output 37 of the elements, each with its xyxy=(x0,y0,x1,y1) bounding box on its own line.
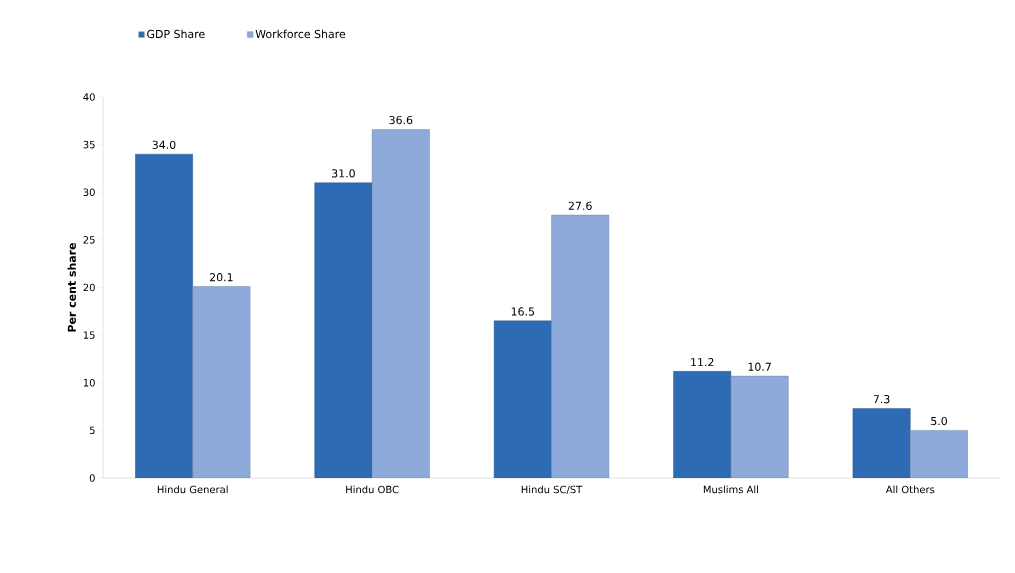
data-label: 10.7 xyxy=(748,362,771,371)
data-label: 11.2 xyxy=(691,357,714,367)
y-tick-label: 40 xyxy=(83,93,95,101)
y-tick-label: 35 xyxy=(83,140,95,149)
bar xyxy=(314,182,373,478)
y-tick-label: 5 xyxy=(89,426,95,435)
bar xyxy=(673,371,732,478)
y-tick-label: 0 xyxy=(89,474,95,482)
data-label: 27.6 xyxy=(568,201,592,210)
y-tick-label: 20 xyxy=(83,283,95,292)
y-tick-label: 30 xyxy=(83,188,95,197)
data-label: 36.6 xyxy=(389,115,413,125)
data-label: 7.3 xyxy=(873,394,890,404)
bar xyxy=(135,153,193,478)
x-tick-label: Hindu SC/ST xyxy=(521,485,583,495)
legend-label: Workforce Share xyxy=(255,29,346,39)
bar xyxy=(910,430,968,478)
bar xyxy=(493,320,552,478)
y-tick-label: 15 xyxy=(83,331,95,339)
y-tick-label: 10 xyxy=(83,378,95,387)
bar xyxy=(730,375,789,478)
y-axis-title: Per cent share xyxy=(67,243,76,332)
bar xyxy=(551,214,610,478)
data-label: 31.0 xyxy=(332,169,355,178)
data-label: 34.0 xyxy=(152,140,176,149)
data-label: 20.1 xyxy=(210,273,233,282)
data-label: 16.5 xyxy=(511,307,535,316)
bar xyxy=(852,408,911,478)
legend-label: GDP Share xyxy=(147,29,205,39)
bar xyxy=(371,129,430,478)
x-tick-label: Muslims All xyxy=(703,485,758,494)
data-label: 5.0 xyxy=(931,416,947,426)
x-tick-label: All Others xyxy=(885,485,935,494)
y-tick-label: 25 xyxy=(83,236,95,244)
x-tick-label: Hindu General xyxy=(157,485,228,494)
x-tick-label: Hindu OBC xyxy=(346,485,399,494)
bar xyxy=(192,286,251,478)
